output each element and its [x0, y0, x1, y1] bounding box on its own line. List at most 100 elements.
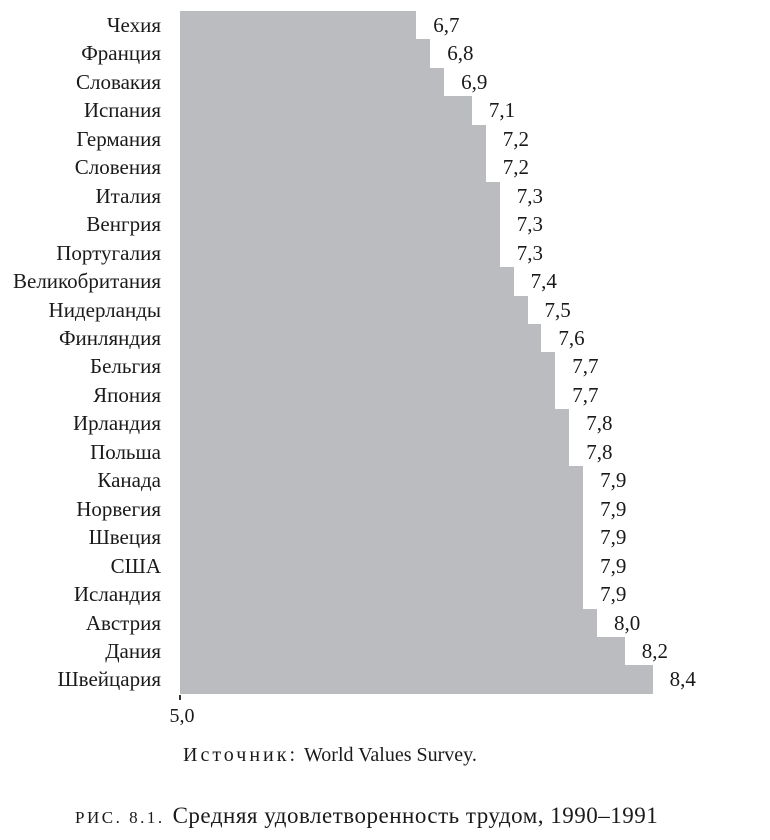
bar — [180, 153, 486, 182]
country-label: США — [110, 553, 161, 578]
bar — [180, 181, 500, 211]
bar-row: Германия 7,2 — [0, 124, 770, 154]
country-label: Польша — [90, 439, 161, 464]
value-label: 7,1 — [488, 98, 516, 123]
bar-row: Словакия 6,9 — [0, 67, 770, 97]
value-label: 7,9 — [600, 553, 627, 578]
value-label: 7,3 — [516, 240, 543, 265]
value-label: 7,6 — [558, 325, 585, 350]
bar — [180, 636, 625, 666]
country-label: Австрия — [85, 610, 161, 635]
bar — [180, 409, 570, 438]
value-label: 7,5 — [544, 297, 571, 322]
bar — [180, 608, 597, 637]
value-label: 7,2 — [502, 126, 530, 151]
bar-row: Бельгия 7,7 — [0, 352, 770, 381]
bar — [180, 551, 584, 581]
value-label: 7,9 — [600, 582, 627, 607]
country-label: Португалия — [56, 240, 161, 265]
country-label: Венгрия — [86, 212, 161, 237]
value-label: 7,7 — [572, 354, 599, 379]
bar-row: Австрия 8,0 — [0, 608, 770, 637]
value-label: 7,3 — [516, 183, 543, 208]
country-label: Словения — [74, 155, 161, 180]
value-label: 7,9 — [600, 496, 627, 521]
bar-row: США 7,9 — [0, 551, 770, 581]
value-label: 8,0 — [614, 610, 641, 635]
bar-row: Испания 7,1 — [0, 96, 770, 125]
country-label: Исландия — [73, 582, 161, 607]
bar-row: Чехия 6,7 — [0, 11, 770, 40]
bar-row: Швеция 7,9 — [0, 523, 770, 552]
bar — [180, 267, 514, 296]
x-axis-tick — [179, 695, 181, 700]
bar — [180, 124, 486, 154]
bar — [180, 238, 500, 268]
country-label: Франция — [81, 41, 161, 66]
bar — [180, 96, 472, 125]
country-label: Норвегия — [76, 496, 161, 521]
value-label: 7,8 — [586, 439, 613, 464]
country-label: Нидерланды — [48, 297, 161, 322]
bar — [180, 665, 653, 694]
bar — [180, 323, 542, 353]
caption-number: РИС. 8.1. — [75, 808, 165, 827]
bar — [180, 523, 584, 552]
country-label: Италия — [95, 183, 161, 208]
country-label: Швеция — [88, 525, 161, 550]
country-label: Германия — [76, 126, 161, 151]
bar-row: Ирландия 7,8 — [0, 409, 770, 438]
bar-row: Великобритания 7,4 — [0, 267, 770, 296]
bar-row: Финляндия 7,6 — [0, 323, 770, 353]
value-label: 7,7 — [572, 382, 599, 407]
value-label: 7,9 — [600, 525, 627, 550]
country-label: Канада — [97, 468, 161, 493]
value-label: 7,3 — [516, 212, 543, 237]
value-label: 8,2 — [641, 638, 669, 663]
country-label: Испания — [83, 98, 161, 123]
bar-row: Италия 7,3 — [0, 181, 770, 211]
bar-chart: Чехия 6,7 Франция 6,8 Словакия 6,9 Испания 7,1 Г… — [0, 11, 770, 694]
bar — [180, 437, 570, 467]
bar-row: Венгрия 7,3 — [0, 210, 770, 239]
bar-row: Словения 7,2 — [0, 153, 770, 182]
country-label: Дания — [105, 638, 161, 663]
country-label: Великобритания — [13, 269, 161, 294]
country-label: Словакия — [75, 69, 161, 94]
value-label: 8,4 — [669, 667, 696, 692]
bar — [180, 39, 431, 68]
bar-row: Исландия 7,9 — [0, 580, 770, 609]
country-label: Финляндия — [58, 325, 161, 350]
value-label: 7,9 — [600, 468, 627, 493]
value-label: 7,4 — [530, 269, 557, 294]
caption-title: Средняя удовлетворенность трудом, 1990–1… — [172, 803, 659, 828]
bar-row: Норвегия 7,9 — [0, 494, 770, 524]
value-label: 6,9 — [461, 69, 488, 94]
value-label: 7,8 — [586, 411, 613, 436]
bar-row: Португалия 7,3 — [0, 238, 770, 268]
bar — [180, 11, 417, 40]
bar — [180, 210, 500, 239]
bar — [180, 580, 584, 609]
bar — [180, 494, 584, 524]
bar-row: Канада 7,9 — [0, 466, 770, 495]
bar — [180, 352, 556, 381]
source-text: World Values Survey. — [304, 744, 477, 766]
country-label: Япония — [93, 382, 161, 407]
value-label: 6,8 — [447, 41, 474, 66]
bar-row: Япония 7,7 — [0, 380, 770, 410]
bar — [180, 466, 584, 495]
x-axis-tick-label: 5,0 — [169, 705, 195, 727]
bar — [180, 67, 445, 97]
bar-row: Дания 8,2 — [0, 636, 770, 666]
value-label: 7,2 — [502, 155, 530, 180]
value-label: 6,7 — [433, 13, 460, 37]
bar — [180, 295, 528, 324]
country-label: Бельгия — [90, 354, 161, 379]
figure-caption: РИС. 8.1. Средняя удовлетворенность трудо… — [75, 803, 765, 829]
bar-row: Нидерланды 7,5 — [0, 295, 770, 324]
country-label: Швейцария — [57, 667, 162, 692]
bar-row: Швейцария 8,4 — [0, 665, 770, 694]
source-label: Источник: — [183, 744, 299, 766]
